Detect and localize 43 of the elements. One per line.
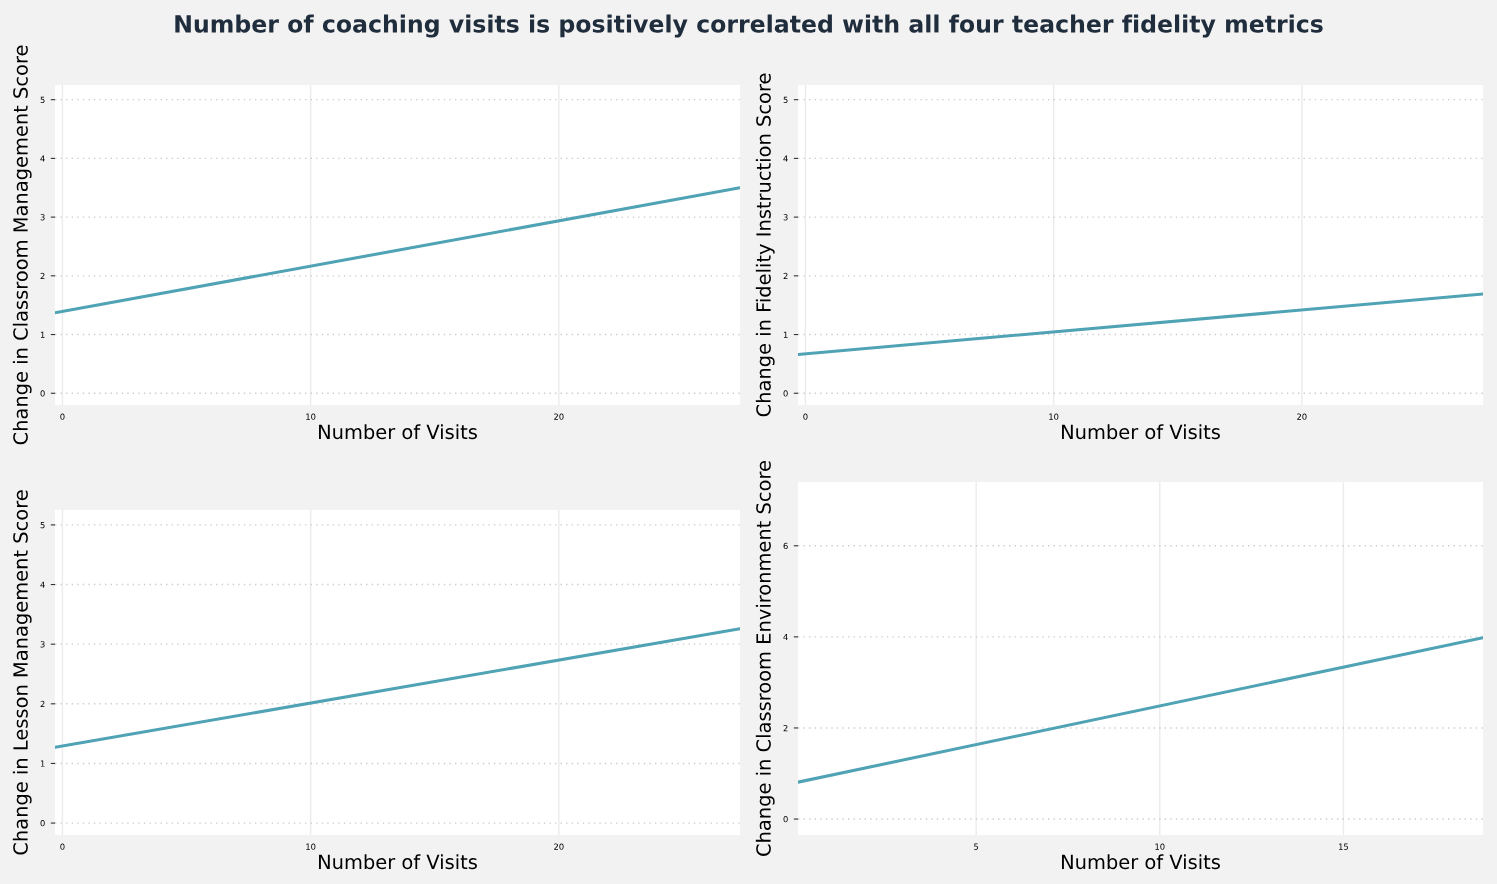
x-tick-label: 15 (1339, 843, 1348, 850)
y-tick-label: 2 (40, 272, 45, 279)
y-tick-label: 4 (783, 633, 788, 641)
x-tick-label: 20 (554, 413, 564, 420)
y-tick-label: 2 (40, 700, 45, 707)
y-tick-label: 3 (40, 641, 45, 648)
y-tick-label: 0 (40, 390, 45, 397)
y-tick-label: 4 (40, 155, 45, 162)
y-axis-title: Change in Fidelity Instruction Score (755, 73, 775, 417)
y-axis-title: Change in Classroom Management Score (12, 45, 32, 445)
y-tick-label: 4 (783, 155, 788, 162)
y-tick-label: 4 (40, 581, 45, 588)
x-tick-label: 20 (554, 843, 564, 850)
x-axis-title: Number of Visits (319, 424, 477, 440)
y-tick-label: 3 (40, 214, 45, 221)
chart-title: Number of coaching visits is positively correlated with all four teacher fidelity metrics (175, 14, 1323, 38)
y-axis-title: Change in Lesson Management Score (12, 490, 32, 855)
x-tick-label: 0 (60, 843, 65, 850)
x-tick-label: 10 (306, 413, 316, 420)
y-tick-label: 1 (40, 331, 45, 338)
y-tick-label: 0 (40, 820, 45, 827)
y-tick-label: 2 (783, 724, 788, 732)
y-tick-label: 5 (783, 96, 788, 103)
x-axis-title: Number of Visits (319, 854, 477, 870)
x-tick-label: 5 (974, 843, 979, 850)
x-tick-label: 20 (1297, 413, 1307, 420)
y-tick-label: 1 (40, 760, 45, 767)
x-axis-title: Number of Visits (1062, 424, 1220, 440)
y-axis-title: Change in Classroom Environment Score (755, 461, 775, 856)
y-tick-label: 5 (40, 522, 45, 529)
y-tick-label: 2 (783, 272, 788, 279)
y-tick-label: 3 (783, 214, 788, 221)
x-tick-label: 0 (60, 413, 65, 420)
y-tick-label: 0 (783, 390, 788, 397)
y-tick-label: 6 (783, 542, 788, 550)
y-tick-label: 1 (783, 331, 788, 338)
x-axis-title: Number of Visits (1062, 854, 1220, 870)
y-tick-label: 5 (40, 96, 45, 103)
x-tick-label: 10 (306, 843, 316, 850)
x-tick-label: 10 (1155, 843, 1165, 850)
y-tick-label: 0 (783, 816, 788, 823)
x-tick-label: 10 (1049, 413, 1059, 420)
x-tick-label: 0 (803, 413, 808, 420)
